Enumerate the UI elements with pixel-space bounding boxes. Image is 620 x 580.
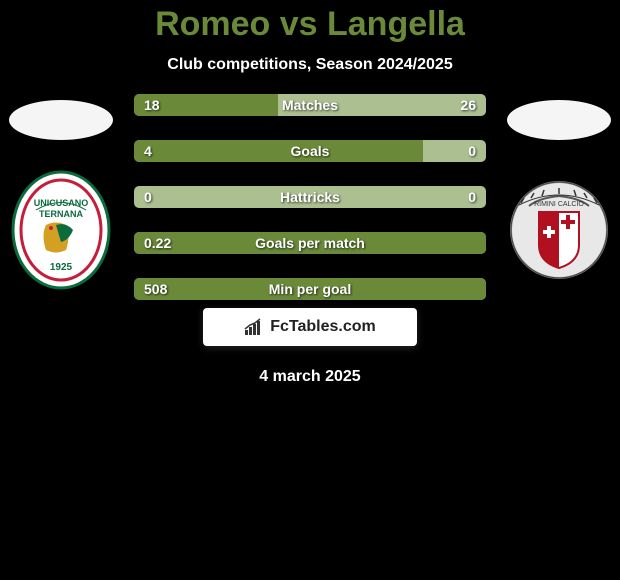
stat-value-left: 4 (144, 143, 152, 159)
comparison-infographic: Romeo vs Langella Club competitions, Sea… (0, 0, 620, 580)
stats-bars: 18 Matches 26 4 Goals 0 0 Hattricks 0 (134, 94, 486, 300)
stat-bar-gpm: 0.22 Goals per match (134, 232, 486, 254)
stat-bar-matches: 18 Matches 26 (134, 94, 486, 116)
title: Romeo vs Langella (155, 5, 465, 44)
svg-text:RIMINI CALCIO: RIMINI CALCIO (534, 201, 584, 208)
stat-label: Hattricks (280, 189, 340, 205)
player-silhouette-left (9, 100, 113, 140)
brand-text: FcTables.com (270, 318, 376, 336)
svg-text:TERNANA: TERNANA (39, 209, 83, 219)
stat-bar-mpg: 508 Min per goal (134, 278, 486, 300)
date-text: 4 march 2025 (259, 368, 360, 386)
club-logo-right: RIMINI CALCIO (509, 170, 609, 290)
svg-text:UNICUSANO: UNICUSANO (34, 198, 89, 208)
stat-value-left: 18 (144, 97, 160, 113)
right-player-col: RIMINI CALCIO (504, 100, 614, 290)
club-logo-left: UNICUSANO TERNANA 1925 (11, 170, 111, 290)
stat-bar-hattricks: 0 Hattricks 0 (134, 186, 486, 208)
subtitle: Club competitions, Season 2024/2025 (167, 56, 452, 74)
stat-value-left: 0.22 (144, 235, 171, 251)
stat-value-left: 508 (144, 281, 167, 297)
stat-label: Matches (282, 97, 338, 113)
chart-icon (244, 318, 266, 336)
stat-label: Goals (291, 143, 330, 159)
svg-text:1925: 1925 (50, 262, 73, 273)
stat-value-right: 0 (468, 143, 476, 159)
player-silhouette-right (507, 100, 611, 140)
stat-value-right: 26 (460, 97, 476, 113)
content-row: UNICUSANO TERNANA 1925 18 Matches 26 (0, 100, 620, 300)
stat-label: Goals per match (255, 235, 365, 251)
rimini-logo-icon: RIMINI CALCIO (509, 180, 609, 280)
stat-value-right: 0 (468, 189, 476, 205)
stat-bar-goals: 4 Goals 0 (134, 140, 486, 162)
brand-box: FcTables.com (203, 308, 417, 346)
stat-label: Min per goal (269, 281, 351, 297)
ternana-logo-icon: UNICUSANO TERNANA 1925 (11, 170, 111, 290)
left-player-col: UNICUSANO TERNANA 1925 (6, 100, 116, 290)
stat-value-left: 0 (144, 189, 152, 205)
bar-fill-left (134, 140, 423, 162)
